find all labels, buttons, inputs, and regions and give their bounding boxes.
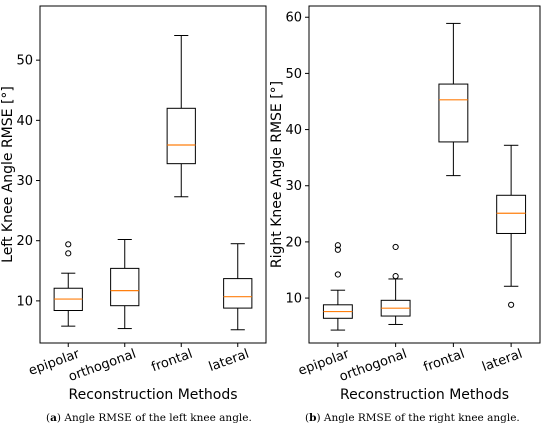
x-tick-label-frontal: frontal	[422, 347, 467, 376]
axes-frame	[39, 5, 267, 344]
x-axis-label: Reconstruction Methods	[68, 387, 237, 403]
box-epipolar	[322, 242, 353, 331]
caption-b: (b) Angle RMSE of the right knee angle.	[305, 412, 520, 424]
y-axis-label: Left Knee Angle RMSE [°]	[0, 86, 16, 263]
x-tick-label-lateral: lateral	[480, 347, 524, 375]
caption-a: (a) Angle RMSE of the left knee angle.	[46, 412, 252, 424]
box-iqr	[496, 194, 527, 234]
outlier-point	[508, 301, 515, 308]
box-orthogonal	[380, 243, 411, 325]
box-frontal	[438, 22, 469, 177]
y-tick-label: 20	[16, 234, 33, 249]
box-iqr	[110, 267, 140, 307]
x-axis-label: Reconstruction Methods	[340, 387, 509, 403]
x-tick-label-frontal: frontal	[150, 347, 195, 376]
outlier-point	[392, 273, 399, 280]
outlier-point	[334, 246, 341, 253]
box-iqr	[166, 107, 196, 165]
y-tick-label: 40	[285, 123, 302, 138]
box-lateral	[223, 243, 253, 331]
axes-frame	[308, 5, 541, 344]
box-iqr	[438, 83, 469, 143]
box-epipolar	[53, 241, 83, 327]
y-tick-label: 50	[16, 54, 33, 69]
y-tick-label: 10	[285, 292, 302, 307]
outlier-point	[65, 250, 72, 257]
y-tick-label: 10	[16, 294, 33, 309]
box-lateral	[496, 144, 527, 308]
y-tick-label: 50	[285, 67, 302, 82]
outlier-point	[392, 243, 399, 251]
y-axis-label: Right Knee Angle RMSE [°]	[269, 81, 285, 268]
box-frontal	[166, 34, 196, 198]
y-tick-label: 60	[285, 11, 302, 26]
outlier-point	[334, 271, 341, 278]
y-tick-label: 30	[16, 174, 33, 189]
x-tick-label-orthogonal: orthogonal	[337, 347, 408, 385]
box-orthogonal	[110, 238, 140, 330]
outlier-point	[334, 242, 341, 249]
x-tick-label-lateral: lateral	[207, 347, 251, 375]
box-iqr	[223, 278, 253, 309]
y-tick-label: 30	[285, 179, 302, 194]
y-tick-label: 40	[16, 114, 33, 129]
outlier-point	[65, 241, 72, 248]
y-tick-label: 20	[285, 235, 302, 250]
